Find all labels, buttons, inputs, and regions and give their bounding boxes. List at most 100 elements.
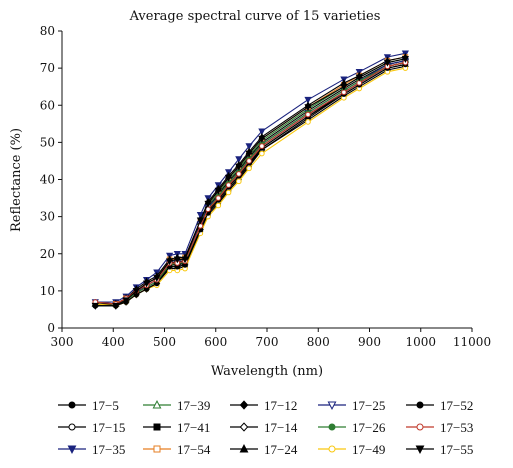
y-tick-label: 10 bbox=[40, 284, 55, 298]
legend-marker bbox=[68, 401, 76, 409]
legend-entry: 17−52 bbox=[406, 398, 473, 413]
axes: 300 400 500 600 700 800 900 1000 11000 0 10 20 30 40 5… bbox=[40, 24, 491, 349]
data-point bbox=[132, 288, 140, 295]
data-point bbox=[196, 211, 204, 219]
legend-marker bbox=[416, 423, 424, 431]
plot-area bbox=[91, 50, 409, 310]
legend-marker bbox=[153, 423, 161, 431]
legend-entry: 17−53 bbox=[406, 420, 473, 435]
legend-entry: 17−25 bbox=[318, 398, 385, 413]
legend-label: 17−5 bbox=[92, 398, 119, 413]
data-point bbox=[142, 280, 151, 288]
legend-entry: 17−35 bbox=[58, 442, 125, 457]
y-tick-label: 40 bbox=[40, 173, 55, 187]
x-tick-label: 300 bbox=[51, 335, 74, 349]
data-point bbox=[236, 171, 242, 177]
data-point bbox=[340, 83, 348, 91]
series-line bbox=[95, 62, 406, 307]
series-12 bbox=[92, 65, 409, 309]
x-tick-label: 700 bbox=[256, 335, 279, 349]
data-point bbox=[383, 59, 392, 67]
chart-title: Average spectral curve of 15 varieties bbox=[129, 9, 381, 24]
legend-marker bbox=[239, 400, 249, 410]
legend-marker bbox=[328, 445, 336, 453]
legend: 17−5 17−15 17−35 17−39 17−41 17−54 17−12 17−14 1… bbox=[58, 398, 473, 457]
series-8 bbox=[91, 62, 409, 310]
legend-marker bbox=[416, 401, 424, 409]
x-tick-label: 900 bbox=[358, 335, 381, 349]
legend-marker bbox=[68, 423, 76, 431]
data-point bbox=[401, 56, 409, 63]
series-line bbox=[95, 60, 406, 305]
data-point bbox=[305, 111, 311, 118]
legend-label: 17−39 bbox=[177, 398, 210, 413]
legend-entry: 17−24 bbox=[230, 442, 298, 457]
series-15 bbox=[91, 56, 409, 310]
series-4 bbox=[91, 54, 409, 307]
data-point bbox=[224, 174, 233, 182]
series-6 bbox=[92, 54, 409, 307]
data-point bbox=[304, 104, 312, 112]
legend-label: 17−53 bbox=[440, 420, 473, 435]
legend-label: 17−24 bbox=[264, 442, 298, 457]
series-line bbox=[95, 58, 406, 307]
data-point bbox=[196, 217, 204, 225]
series-line bbox=[95, 62, 406, 307]
series-7 bbox=[91, 58, 409, 310]
x-tick-label: 600 bbox=[204, 335, 227, 349]
legend-entry: 17−5 bbox=[58, 398, 119, 413]
legend-marker bbox=[152, 400, 162, 409]
data-point bbox=[91, 302, 99, 310]
y-tick-label: 30 bbox=[40, 210, 55, 224]
y-tick-label: 20 bbox=[40, 247, 55, 261]
data-point bbox=[215, 202, 222, 209]
y-tick-label: 80 bbox=[40, 24, 55, 38]
data-point bbox=[225, 182, 232, 188]
series-line bbox=[95, 56, 406, 305]
data-point bbox=[355, 74, 363, 82]
y-tick-label: 0 bbox=[47, 321, 55, 335]
series-10 bbox=[91, 57, 409, 310]
data-point bbox=[204, 200, 212, 208]
data-point bbox=[173, 256, 181, 264]
y-tick-label: 50 bbox=[40, 135, 55, 149]
legend-entry: 17−54 bbox=[143, 442, 211, 457]
data-point bbox=[153, 275, 161, 282]
legend-entry: 17−49 bbox=[318, 442, 385, 457]
legend-label: 17−49 bbox=[352, 442, 385, 457]
x-tick-label: 11000 bbox=[453, 335, 491, 349]
legend-label: 17−25 bbox=[352, 398, 385, 413]
data-point bbox=[112, 302, 120, 310]
series-5 bbox=[92, 57, 409, 307]
data-point bbox=[305, 119, 311, 125]
series-line bbox=[95, 60, 406, 307]
legend-entry: 17−15 bbox=[58, 420, 125, 435]
data-point bbox=[258, 135, 266, 143]
legend-entry: 17−55 bbox=[406, 442, 473, 457]
x-tick-label: 800 bbox=[307, 335, 330, 349]
data-point bbox=[214, 187, 222, 195]
data-point bbox=[122, 297, 130, 305]
legend-marker bbox=[415, 445, 425, 454]
legend-marker bbox=[239, 422, 249, 432]
series-11 bbox=[92, 59, 409, 309]
x-tick-label: 500 bbox=[153, 335, 176, 349]
series-line bbox=[95, 63, 406, 307]
data-point bbox=[245, 143, 253, 151]
legend-label: 17−55 bbox=[440, 442, 473, 457]
data-point bbox=[235, 163, 243, 171]
y-tick-label: 60 bbox=[40, 98, 55, 112]
legend-label: 17−54 bbox=[177, 442, 211, 457]
y-tick-label: 70 bbox=[40, 61, 55, 75]
series-line bbox=[95, 62, 406, 305]
series-2 bbox=[92, 59, 409, 307]
data-point bbox=[246, 158, 252, 164]
legend-marker bbox=[328, 423, 336, 431]
legend-marker bbox=[327, 401, 337, 410]
legend-label: 17−12 bbox=[264, 398, 297, 413]
data-point bbox=[236, 178, 242, 185]
x-tick-label: 1000 bbox=[405, 335, 436, 349]
series-13 bbox=[92, 61, 409, 309]
legend-entry: 17−41 bbox=[143, 420, 210, 435]
